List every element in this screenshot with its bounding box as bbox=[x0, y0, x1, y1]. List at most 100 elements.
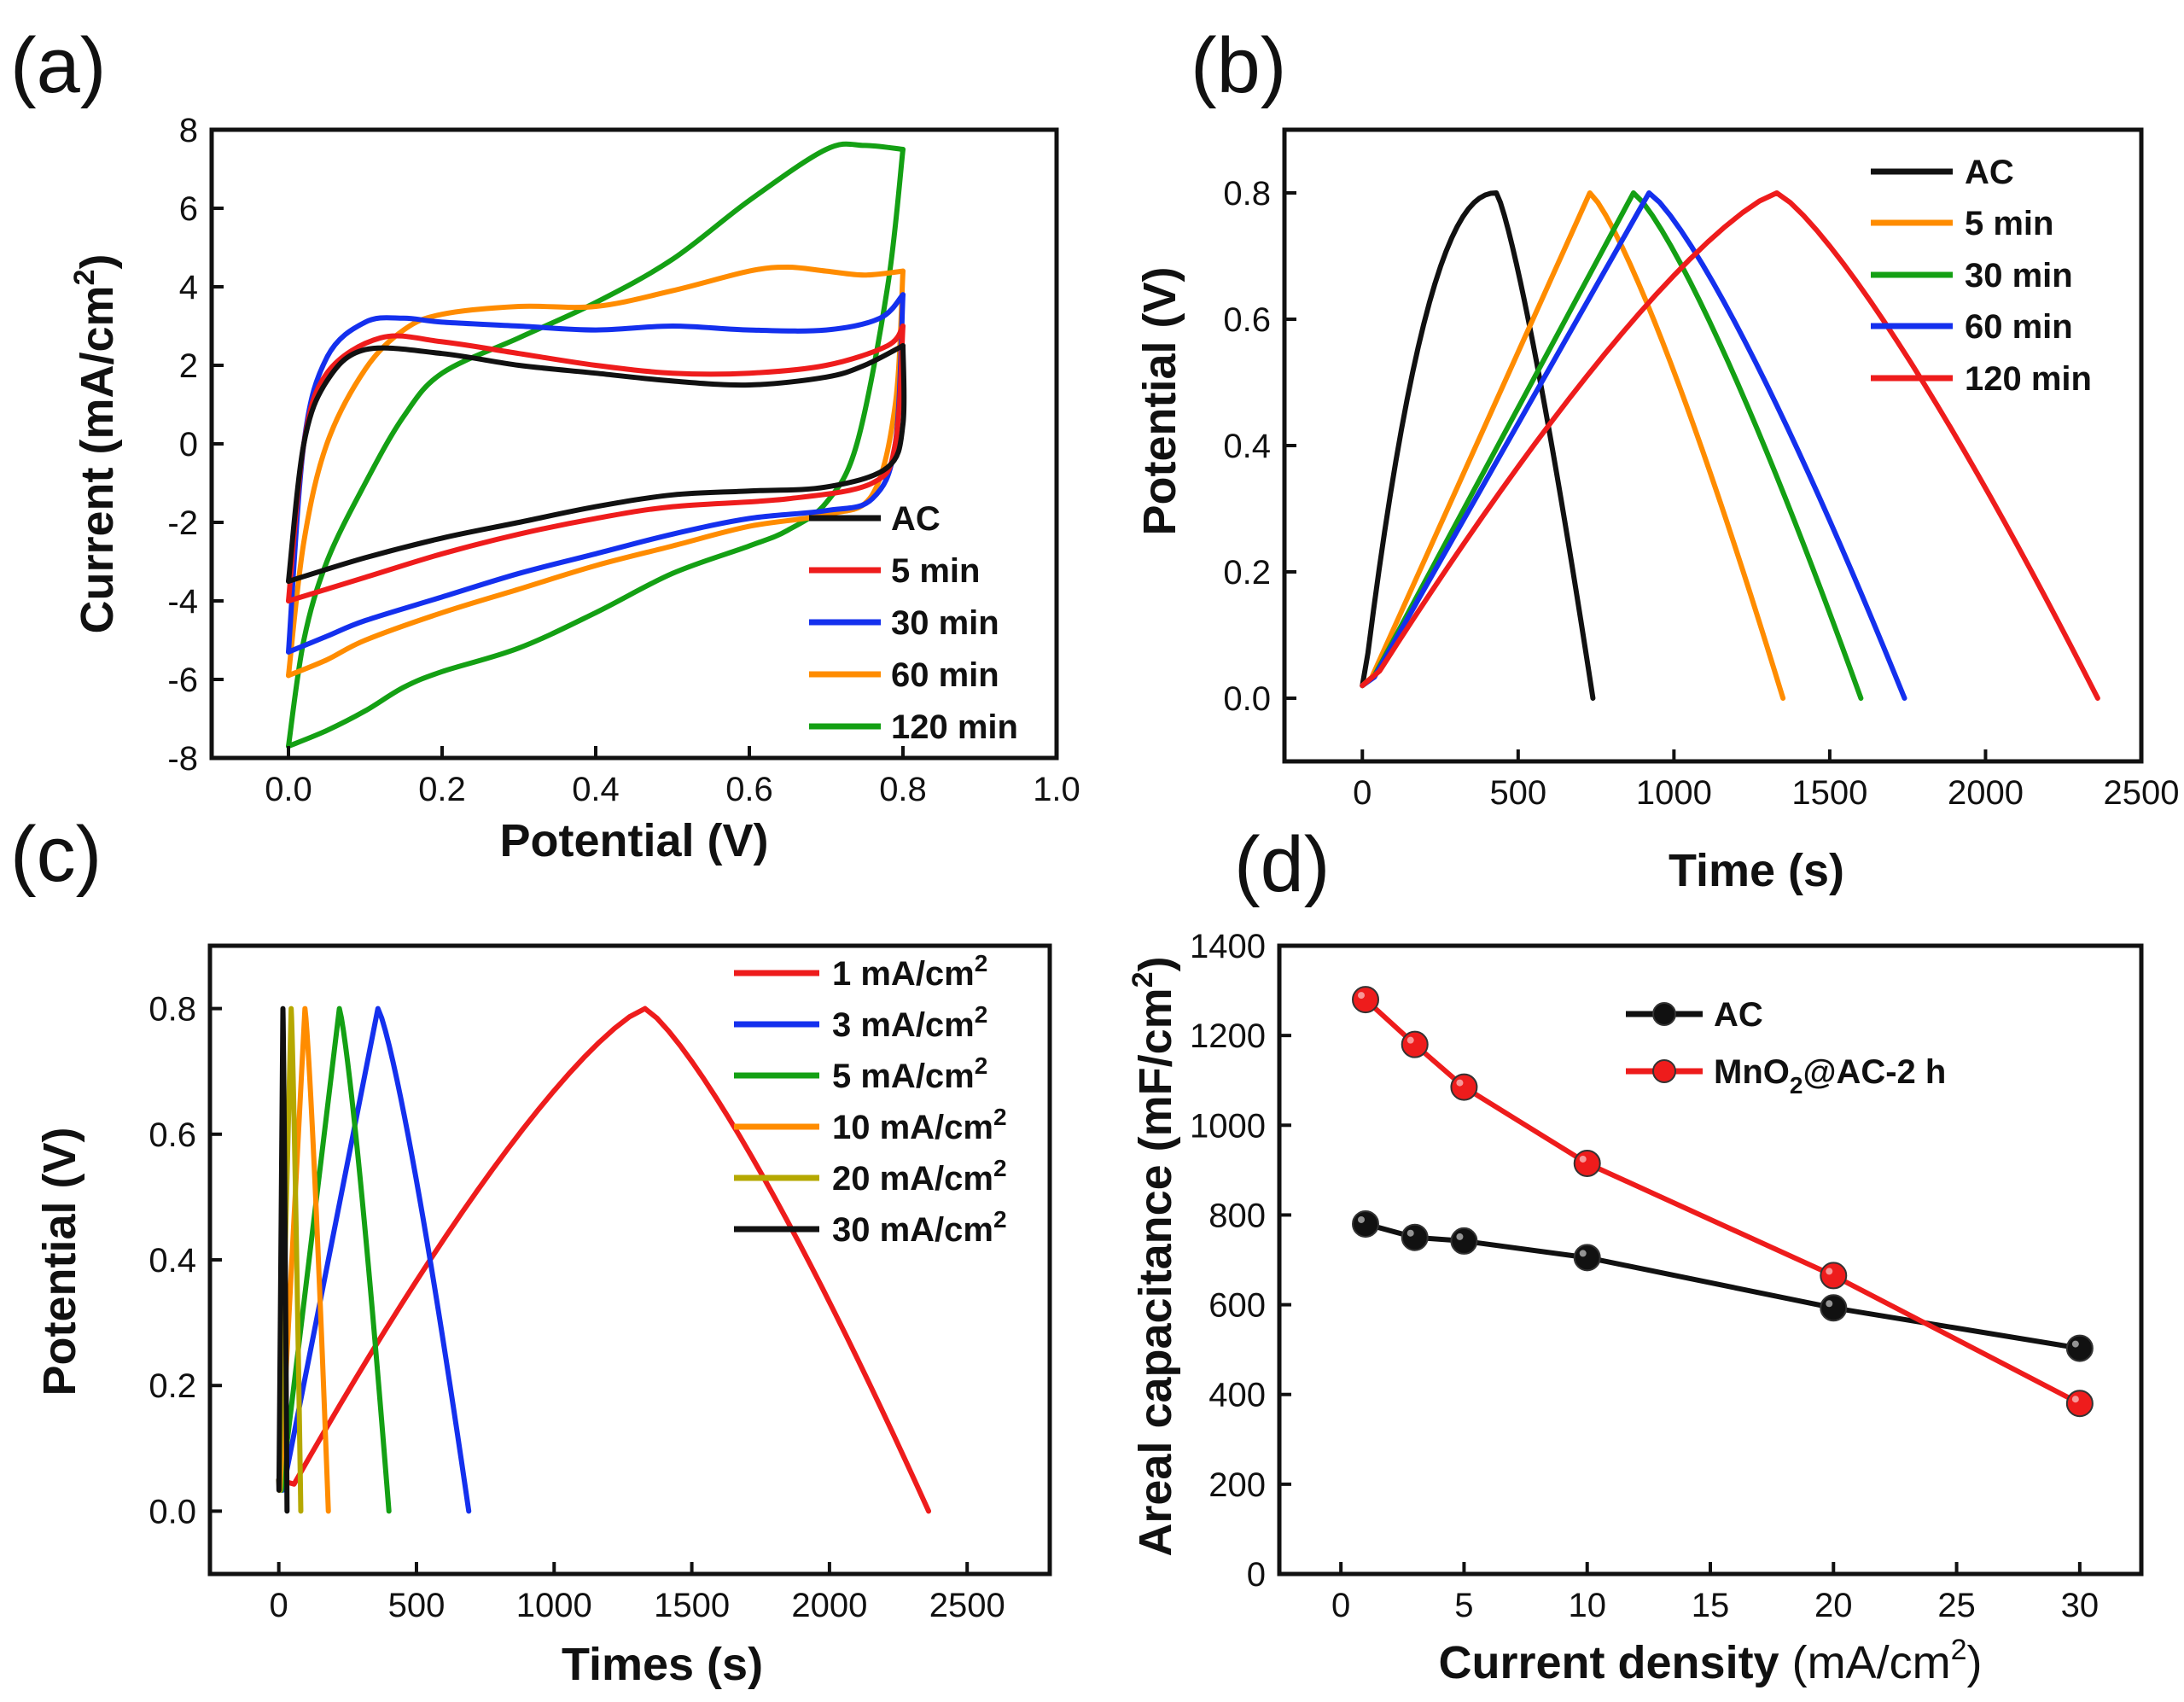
legend-marker-d-1 bbox=[1652, 1059, 1676, 1083]
panel-c-series-4 bbox=[276, 1005, 304, 1514]
panel-d-series-0-point-5 bbox=[2065, 1334, 2094, 1362]
panel-b-xtick-label-2: 1000 bbox=[1636, 774, 1712, 812]
panel-d-series-0-point-3 bbox=[1573, 1244, 1601, 1272]
panel-a-xtick-label-0: 0.0 bbox=[265, 771, 312, 808]
panel-c-xtick-label-1: 500 bbox=[388, 1587, 446, 1624]
legend-label-c-2: 5 mA/cm2 bbox=[832, 1052, 987, 1095]
panel-d-xtick-label-2: 10 bbox=[1568, 1587, 1606, 1624]
panel-a-series-3-upper bbox=[286, 265, 906, 679]
panel-b-xtick-label-1: 500 bbox=[1489, 774, 1546, 812]
panel-b-ticks: 0 500 1000 1500 2000 2500 0.0 0.2 0.4 0.6 0.8 bbox=[1223, 175, 2179, 812]
panel-d-xtick-label-3: 15 bbox=[1692, 1587, 1730, 1624]
panel-c-ytick-label-1: 0.2 bbox=[149, 1367, 196, 1405]
panel-d-label: (d) bbox=[1234, 821, 1330, 908]
panel-a-ytick-label-8: 8 bbox=[179, 112, 198, 149]
panel-b-xtick-label-5: 2500 bbox=[2104, 774, 2180, 812]
panel-d-series-1-point-5 bbox=[2065, 1390, 2094, 1418]
panel-d-x-title: Current density (mA/cm2) bbox=[1439, 1634, 1983, 1688]
panel-d-y-title-paren: (mF/cm bbox=[1130, 988, 1181, 1151]
legend-label-a-0: AC bbox=[891, 500, 941, 538]
legend-label-c-0-main: 1 mA/cm bbox=[832, 955, 975, 993]
legend-label-d-1: MnO2@AC-2 h bbox=[1714, 1053, 1946, 1099]
panel-d-series-0-point-5-highlight bbox=[2071, 1340, 2079, 1348]
legend-label-c-4-sup: 2 bbox=[993, 1155, 1007, 1181]
panel-d-xtick-label-6: 30 bbox=[2061, 1587, 2100, 1624]
legend-label-c-2-sup: 2 bbox=[975, 1052, 988, 1079]
panel-c-y-title: Potential (V) bbox=[34, 1127, 85, 1396]
panel-c-ticks: 0 500 1000 1500 2000 2500 0.0 0.2 0.4 0.6 0.8 bbox=[149, 991, 1005, 1624]
legend-label-c-1: 3 mA/cm2 bbox=[832, 1001, 987, 1044]
panel-b-ytick-label-0: 0.0 bbox=[1223, 680, 1271, 718]
panel-d-ytick-label-7: 1400 bbox=[1190, 928, 1266, 965]
panel-b-series-4 bbox=[1360, 190, 2100, 701]
panel-a-series-4-lower bbox=[286, 147, 906, 749]
panel-d-series-1-point-1-highlight bbox=[1406, 1036, 1414, 1044]
legend-label-c-5-sup: 2 bbox=[993, 1206, 1007, 1233]
panel-c-series-1 bbox=[276, 1005, 472, 1514]
legend-label-c-3-sup: 2 bbox=[993, 1104, 1007, 1130]
panel-a-ticks: 0.0 0.2 0.4 0.6 0.8 1.0 -8 -6 -4 -2 0 2 4 6 8 bbox=[167, 112, 1080, 808]
panel-a-x-title: Potential (V) bbox=[499, 815, 768, 866]
legend-label-a-2: 30 min bbox=[891, 604, 999, 642]
legend-label-d-1-main: MnO bbox=[1714, 1053, 1790, 1091]
legend-label-c-5-main: 30 mA/cm bbox=[832, 1211, 993, 1249]
panel-d-series-0-point-4 bbox=[1820, 1294, 1848, 1322]
panel-c-xtick-label-2: 1000 bbox=[516, 1587, 592, 1624]
panel-a-xtick-label-5: 1.0 bbox=[1033, 771, 1080, 808]
legend-label-c-5: 30 mA/cm2 bbox=[832, 1206, 1007, 1249]
legend-label-a-1: 5 min bbox=[891, 552, 980, 590]
panel-a-legend: AC 5 min 30 min 60 min 120 min bbox=[809, 500, 1018, 746]
panel-a-ytick-label-3: -2 bbox=[167, 504, 198, 542]
panel-a-series-3-lower bbox=[286, 268, 906, 679]
panel-c-xtick-label-5: 2500 bbox=[929, 1587, 1005, 1624]
panel-a-series-0-lower bbox=[286, 343, 907, 584]
legend-marker-d-0 bbox=[1652, 1002, 1676, 1026]
panel-d-y-title-main: Areal capacitance bbox=[1130, 1151, 1181, 1556]
panel-a-ytick-label-4: 0 bbox=[179, 426, 198, 463]
legend-label-d-1-end: @AC-2 h bbox=[1803, 1053, 1946, 1091]
panel-a-ytick-label-7: 6 bbox=[179, 190, 198, 228]
panel-d-y-title-end: ) bbox=[1130, 956, 1181, 971]
panel-d-series-0-point-2 bbox=[1450, 1227, 1478, 1255]
panel-b-ytick-label-3: 0.6 bbox=[1223, 301, 1271, 339]
panel-a-series-1-upper bbox=[286, 323, 906, 603]
panel-a-y-title-sup: 2 bbox=[68, 270, 101, 286]
panel-d-ytick-label-0: 0 bbox=[1247, 1556, 1266, 1594]
legend-label-c-0: 1 mA/cm2 bbox=[832, 950, 987, 993]
panel-d-ticks: 0 5 10 15 20 25 30 0 200 400 600 800 1000 1200 1400 bbox=[1190, 928, 2099, 1624]
legend-label-d-1-sub: 2 bbox=[1790, 1072, 1803, 1099]
panel-d-series-1-point-3 bbox=[1573, 1149, 1601, 1177]
legend-label-c-1-sup: 2 bbox=[975, 1001, 988, 1028]
panel-d-series-0-point-4-highlight bbox=[1826, 1300, 1833, 1308]
panel-d-series-1-point-4-highlight bbox=[1826, 1268, 1833, 1275]
panel-c-xtick-label-4: 2000 bbox=[791, 1587, 867, 1624]
panel-c-xtick-label-0: 0 bbox=[270, 1587, 288, 1624]
legend-label-c-4: 20 mA/cm2 bbox=[832, 1155, 1007, 1198]
panel-b-xtick-label-0: 0 bbox=[1353, 774, 1372, 812]
panel-d-xtick-label-1: 5 bbox=[1454, 1587, 1473, 1624]
panel-d-ytick-label-6: 1200 bbox=[1190, 1017, 1266, 1055]
legend-label-c-1-main: 3 mA/cm bbox=[832, 1006, 975, 1044]
panel-c-series-group bbox=[276, 1005, 932, 1514]
panel-a-ytick-label-2: -4 bbox=[167, 583, 198, 621]
legend-label-b-4: 120 min bbox=[1965, 360, 2092, 398]
panel-d-series-0-point-1-highlight bbox=[1406, 1229, 1414, 1237]
panel-b-series-3 bbox=[1360, 190, 1907, 701]
panel-a-series-2-lower bbox=[286, 292, 906, 655]
panel-d-x-title-main: Current density bbox=[1439, 1637, 1792, 1688]
panel-d-series-1-point-0-highlight bbox=[1358, 992, 1365, 1000]
panel-a-xtick-label-2: 0.4 bbox=[572, 771, 620, 808]
panel-a-ytick-label-0: -8 bbox=[167, 740, 198, 778]
panel-c-series-0 bbox=[276, 1005, 932, 1514]
panel-b-xtick-label-3: 1500 bbox=[1791, 774, 1867, 812]
panel-c-label: (c) bbox=[10, 811, 102, 898]
panel-c-legend: 1 mA/cm2 3 mA/cm2 5 mA/cm2 10 mA/cm2 20 … bbox=[734, 950, 1007, 1249]
panel-d-series-1-point-0 bbox=[1352, 986, 1379, 1014]
panel-d-series-0-point-0 bbox=[1352, 1209, 1379, 1238]
panel-d-xtick-label-0: 0 bbox=[1331, 1587, 1350, 1624]
panel-a-ytick-label-1: -6 bbox=[167, 662, 198, 699]
panel-d-series-1-point-2-highlight bbox=[1456, 1079, 1464, 1087]
panel-b-series-2 bbox=[1360, 190, 1864, 701]
legend-label-a-3: 60 min bbox=[891, 656, 999, 694]
panel-c: (c) 0 500 1000 1500 2000 25000.00.20.40.60.8 … bbox=[10, 811, 1052, 1690]
